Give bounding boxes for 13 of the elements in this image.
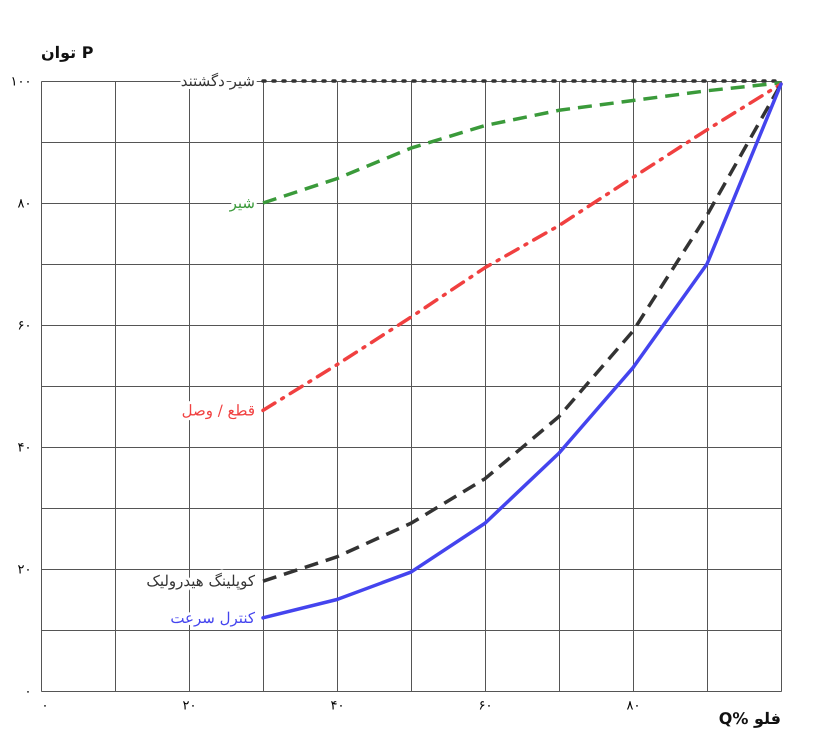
- x-tick-label: ۲۰: [182, 698, 196, 714]
- y-tick-label: ۲۰: [18, 562, 32, 578]
- y-tick-label: ۶۰: [18, 318, 32, 334]
- x-tick-label: ۴۰: [330, 698, 344, 714]
- y-tick-label: ۸۰: [18, 196, 32, 212]
- y-tick-label: ۱۰۰: [10, 74, 32, 90]
- x-tick-label: ۶۰: [478, 698, 492, 714]
- x-axis-title: Q% فلو: [718, 709, 781, 728]
- x-tick-label: ۸۰: [626, 698, 640, 714]
- y-tick-label: ۴۰: [18, 440, 32, 456]
- y-axis-title: توان P: [41, 43, 94, 62]
- x-tick-label: ۰: [42, 698, 48, 714]
- y-tick-label: ۰: [24, 684, 32, 700]
